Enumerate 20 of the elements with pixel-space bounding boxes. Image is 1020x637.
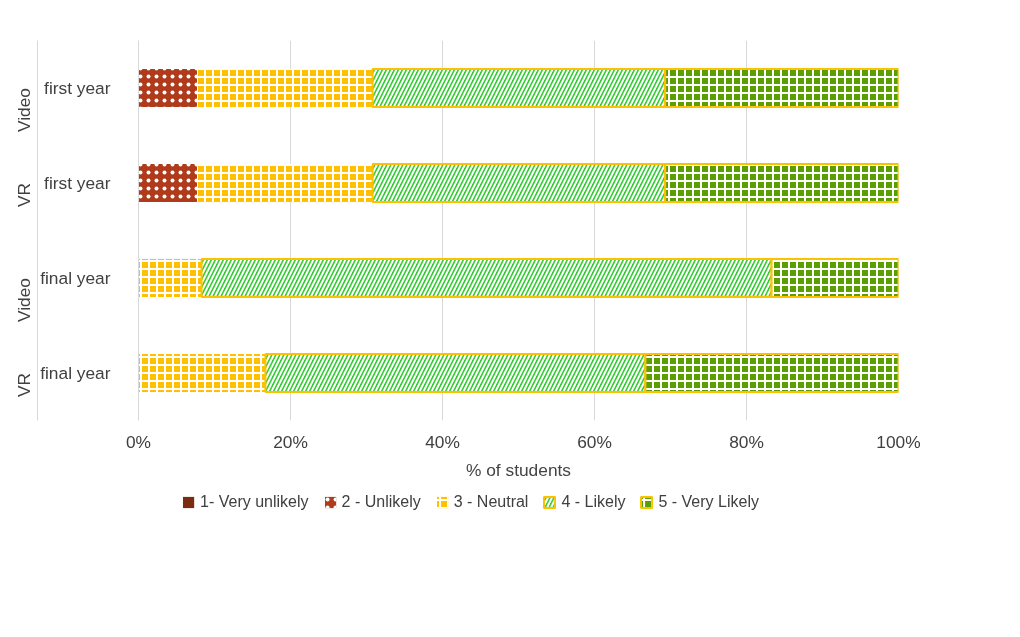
y-tick-label: first year (44, 78, 111, 98)
x-tick-label: 60% (577, 431, 612, 452)
x-tick-label: 100% (876, 431, 921, 452)
legend-label: 4 - Likely (561, 493, 626, 511)
text: Video (13, 277, 34, 323)
x-axis-title: % of students (466, 459, 572, 480)
text: Video (13, 87, 34, 133)
legend-label: 1- Very unlikely (200, 493, 309, 511)
x-tick-label: 20% (273, 431, 308, 452)
x-tick-label: 40% (425, 431, 460, 452)
x-tick-label: 0% (125, 431, 152, 452)
y-tick-label: first year (44, 173, 111, 193)
legend-label: 2 - Unlikely (341, 493, 421, 511)
y-tick-label: final year (40, 363, 111, 383)
legend-label: 5 - Very Likely (658, 493, 759, 511)
x-tick-label: 80% (729, 431, 764, 452)
legend-label: 3 - Neutral (453, 493, 529, 511)
y-tick-label: final year (40, 268, 111, 288)
text: VR (13, 372, 34, 398)
text: VR (13, 182, 34, 208)
